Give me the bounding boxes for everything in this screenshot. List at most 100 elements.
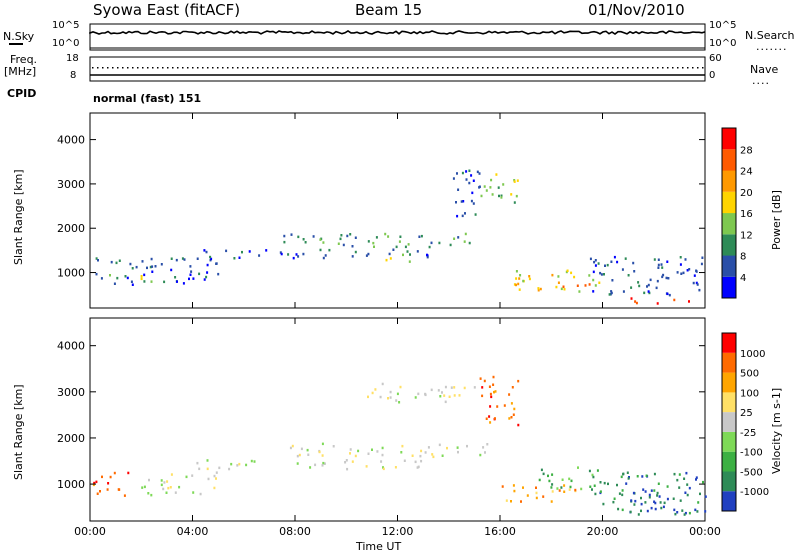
nave-legend-dots: ....: [752, 74, 770, 87]
echo-cell: [470, 199, 473, 203]
echo-cell: [515, 194, 518, 198]
echo-cell: [611, 279, 614, 282]
echo-cell: [656, 279, 659, 283]
echo-cell: [427, 446, 430, 449]
echo-cell: [95, 480, 98, 484]
echo-cell: [188, 277, 190, 281]
echo-cell: [676, 511, 679, 514]
echo-cell: [589, 485, 592, 488]
echo-cell: [374, 388, 377, 391]
echo-cell: [455, 201, 457, 204]
echo-cell: [439, 395, 442, 398]
echo-cell: [566, 269, 569, 272]
freq-dot: [352, 67, 354, 69]
x-tick-label: 16:00: [484, 525, 516, 538]
echo-cell: [228, 467, 231, 471]
echo-cell: [265, 249, 268, 252]
echo-cell: [349, 448, 352, 451]
freq-dot: [462, 67, 464, 69]
echo-cell: [673, 508, 676, 512]
echo-cell: [381, 453, 384, 457]
echo-cell: [463, 240, 466, 243]
echo-cell: [470, 174, 473, 177]
echo-cell: [349, 452, 351, 455]
echo-cell: [189, 273, 192, 276]
freq-dot: [227, 67, 229, 69]
echo-cell: [253, 460, 256, 463]
echo-cell: [513, 407, 516, 411]
echo-cell: [479, 453, 482, 457]
freq-dot: [277, 67, 279, 69]
echo-cell: [542, 472, 545, 476]
echo-cell: [416, 466, 419, 469]
echo-cell: [522, 279, 525, 283]
echo-cell: [217, 272, 220, 276]
nsky-trace: [89, 30, 706, 49]
echo-cell: [185, 475, 188, 479]
echo-cell: [113, 471, 116, 475]
freq-dot: [557, 67, 559, 69]
plot-frame: [89, 317, 706, 522]
echo-cell: [688, 300, 690, 303]
echo-cell: [213, 486, 216, 490]
echo-cell: [394, 466, 397, 469]
echo-cell: [513, 179, 516, 182]
echo-cell: [389, 396, 392, 399]
echo-cell: [539, 287, 542, 291]
echo-cell: [337, 242, 340, 245]
echo-cell: [371, 391, 374, 395]
echo-cell: [319, 238, 322, 241]
echo-cell: [704, 495, 707, 498]
echo-cell: [513, 180, 516, 183]
echo-cell: [468, 241, 471, 245]
echo-cell: [570, 479, 573, 483]
echo-cell: [696, 283, 699, 286]
y-tick-label: 4000: [57, 340, 85, 353]
freq-dot: [92, 67, 94, 69]
echo-cell: [588, 469, 591, 473]
freq-dot: [662, 67, 664, 69]
freq-dot: [647, 67, 649, 69]
echo-cell: [387, 397, 389, 400]
freq-dot: [132, 67, 134, 69]
echo-cell: [461, 214, 464, 218]
echo-cell: [584, 284, 587, 287]
echo-cell: [502, 183, 505, 186]
echo-cell: [636, 475, 639, 478]
freq-dot: [112, 67, 114, 69]
echo-cell: [388, 252, 391, 256]
echo-cell: [542, 495, 545, 498]
echo-cell: [457, 236, 460, 239]
echo-cell: [688, 486, 691, 490]
echo-cell: [654, 507, 657, 511]
echo-cell: [395, 399, 398, 402]
echo-cell: [93, 481, 96, 485]
echo-cell: [599, 481, 602, 484]
freq-dot: [702, 67, 704, 69]
y-tick-label: 2000: [57, 432, 85, 445]
echo-cell: [160, 263, 163, 266]
echo-cell: [430, 388, 433, 392]
echo-cell: [414, 460, 417, 464]
freq-dot: [252, 67, 254, 69]
echo-cell: [489, 405, 492, 408]
echo-cell: [641, 475, 644, 478]
echo-cell: [513, 201, 516, 204]
echo-cell: [633, 270, 636, 273]
echo-cell: [663, 501, 666, 505]
echo-cell: [599, 271, 602, 275]
echo-cell: [632, 491, 635, 495]
freq-dot: [242, 67, 244, 69]
echo-cell: [503, 404, 506, 407]
echo-cell: [510, 193, 513, 196]
echo-cell: [678, 473, 681, 476]
echo-cell: [414, 396, 417, 399]
echo-cell: [658, 495, 661, 498]
echo-cell: [555, 285, 558, 289]
echo-cell: [241, 250, 243, 254]
echo-cell: [682, 271, 685, 275]
echo-cell: [117, 488, 120, 491]
echo-cell: [648, 493, 651, 497]
echo-cell: [592, 290, 595, 293]
echo-cell: [453, 237, 456, 240]
